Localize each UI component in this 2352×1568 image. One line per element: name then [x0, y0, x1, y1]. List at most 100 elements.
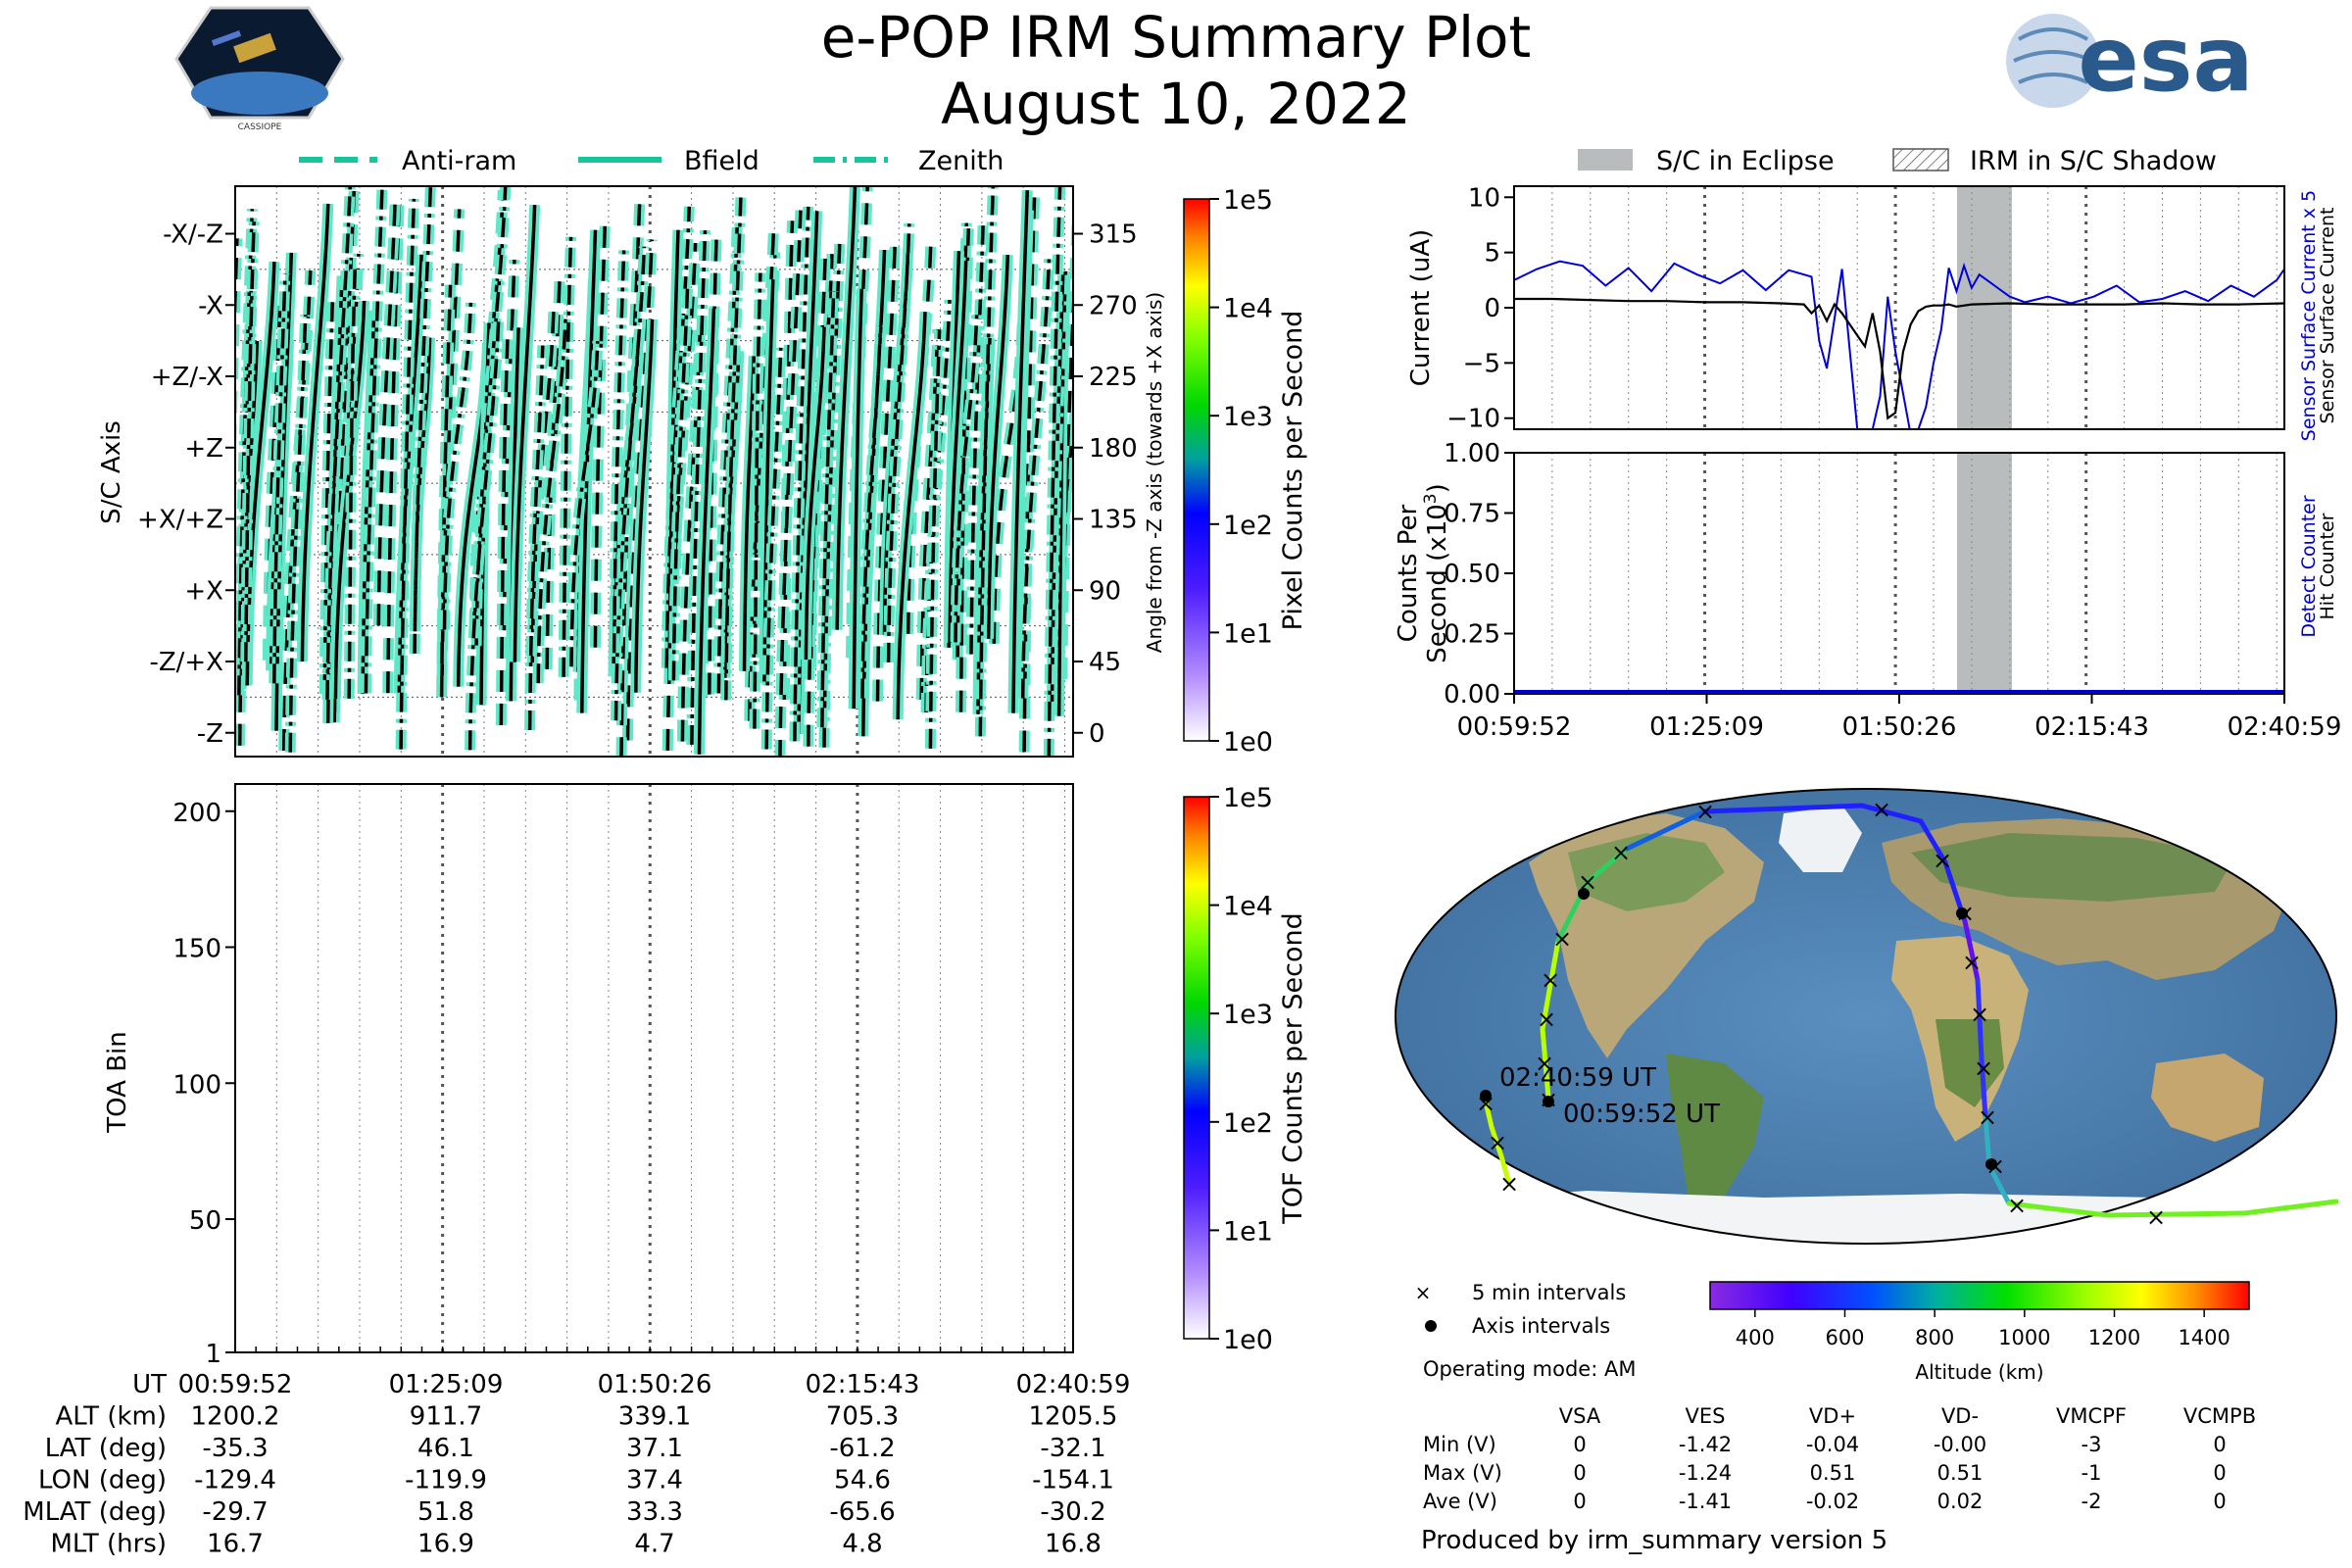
table-cell: 4.8	[842, 1530, 882, 1559]
voltage-cell: -1	[2082, 1461, 2102, 1485]
current-series	[1514, 260, 2284, 429]
five-min-marker: ×	[1541, 966, 1560, 994]
voltage-cell: -1.24	[1679, 1461, 1732, 1485]
current-tick-label: −5	[1463, 349, 1500, 378]
table-cell: -32.1	[1040, 1434, 1105, 1463]
toa-panel: 200 150 100 50 1 TOA Bin	[103, 783, 1074, 1369]
table-row-label: UT	[132, 1370, 167, 1399]
table-cell: -65.6	[829, 1497, 895, 1527]
legend-x-marker: ×	[1415, 1281, 1432, 1304]
voltage-row-label: Ave (V)	[1423, 1490, 1497, 1513]
time-tick-label: 02:15:43	[2034, 712, 2149, 742]
voltage-cell: 0	[1573, 1490, 1586, 1513]
figure-title: e-POP IRM Summary Plot	[821, 4, 1532, 71]
toa-tick-label: 1	[205, 1340, 221, 1369]
table-cell: 02:40:59	[1016, 1370, 1131, 1399]
table-cell: 01:50:26	[598, 1370, 712, 1399]
voltage-cell: 0.51	[1810, 1461, 1856, 1485]
current-y2label-x5: Sensor Surface Current x 5	[2298, 190, 2320, 441]
legend-axis-marker	[1425, 1320, 1437, 1332]
orbit-track-end-segment	[1482, 1097, 1512, 1185]
counts-tick-label: 0.00	[1444, 680, 1500, 710]
table-cell: 37.1	[626, 1434, 683, 1463]
table-cell: 51.8	[417, 1497, 474, 1527]
five-min-marker: ×	[1695, 798, 1715, 825]
counts-ylabel-line2: Second (x103)	[1421, 483, 1452, 663]
colorbar-tick: 1e2	[1223, 1108, 1273, 1139]
pixel-colorbar: 1e5 1e4 1e3 1e2 1e1 1e0 Pixel Counts per Seco…	[1183, 185, 1308, 758]
table-cell: 16.7	[207, 1530, 264, 1559]
eclipse-band-counts	[1957, 453, 2012, 694]
five-min-marker: ×	[1488, 1129, 1507, 1156]
sc-axis-angle-tick: 45	[1089, 648, 1121, 677]
surface-current-line	[1514, 297, 2284, 420]
table-cell: 54.6	[834, 1466, 891, 1495]
table-row-label: MLT (hrs)	[51, 1530, 168, 1559]
colorbar-tick: 1e0	[1223, 727, 1273, 758]
colorbar-tick: 1e4	[1223, 892, 1273, 922]
colorbar-tick: 1e3	[1223, 402, 1273, 432]
table-cell: 1200.2	[191, 1402, 280, 1432]
orbit-track-segment	[1540, 938, 1561, 1032]
toa-tick-label: 150	[172, 935, 221, 964]
table-cell: 02:15:43	[806, 1370, 920, 1399]
voltage-header: VMCPF	[2056, 1404, 2127, 1428]
map-legend: × 5 min intervals Axis intervals Operati…	[1415, 1281, 1637, 1381]
sc-axis-tick-label: +Z	[184, 434, 223, 464]
legend-shadow: IRM in S/C Shadow	[1970, 146, 2217, 176]
orbit-track-segment	[1983, 1114, 1992, 1169]
altitude-tick: 400	[1736, 1326, 1775, 1349]
counts-tick-label: 0.50	[1444, 560, 1500, 589]
cassiope-logo: CASSIOPE	[174, 6, 345, 132]
orbit-track-segment	[1585, 846, 1630, 885]
map-end-label: 02:40:59 UT	[1499, 1063, 1656, 1093]
voltage-cell: -0.04	[1806, 1433, 1859, 1456]
axis-interval-marker	[1956, 907, 1968, 919]
orbit-track: ×××××××××××××××××××××	[1476, 796, 2339, 1231]
voltage-cell: 0	[1573, 1461, 1586, 1485]
toa-ylabel: TOA Bin	[103, 1031, 132, 1133]
mission-logo-label: CASSIOPE	[238, 122, 282, 132]
sc-axis-tick-label: -X	[198, 291, 223, 320]
five-min-marker: ×	[1535, 1050, 1554, 1077]
counts-y2label-detect: Detect Counter	[2298, 495, 2320, 638]
sc-axis-angle-tick: 225	[1089, 363, 1138, 392]
sc-axis-angle-tick: 0	[1089, 719, 1105, 749]
voltage-header: VSA	[1559, 1404, 1601, 1428]
five-min-marker: ×	[1872, 796, 1891, 823]
attitude-trace-zenith	[244, 186, 1062, 757]
colorbar-tick: 1e0	[1223, 1325, 1273, 1355]
five-min-marker: ×	[1499, 1170, 1519, 1198]
operating-mode: Operating mode: AM	[1423, 1357, 1636, 1381]
time-tick-label: 00:59:52	[1457, 712, 1572, 742]
table-cell: -129.4	[194, 1466, 276, 1495]
orbit-track-segment	[1975, 977, 1984, 1061]
table-cell: 16.8	[1045, 1530, 1102, 1559]
altitude-tick: 600	[1825, 1326, 1864, 1349]
tof-colorbar: 1e5 1e4 1e3 1e2 1e1 1e0 TOF Counts per Second	[1183, 783, 1308, 1355]
colorbar-tick: 1e1	[1223, 1216, 1273, 1247]
sc-axis-tick-label: -X/-Z	[163, 220, 223, 250]
eclipse-legend: S/C in Eclipse IRM in S/C Shadow	[1578, 146, 2217, 176]
counts-tick-label: 0.25	[1444, 620, 1500, 650]
sc-axis-y2label: Angle from -Z axis (towards +X axis)	[1143, 292, 1166, 653]
table-cell: 46.1	[417, 1434, 474, 1463]
table-cell: -30.2	[1040, 1497, 1105, 1527]
five-min-marker: ×	[1537, 1005, 1556, 1033]
altitude-tick: 1200	[2088, 1326, 2140, 1349]
sc-axis-angle-tick: 270	[1089, 291, 1138, 320]
table-row-label: MLAT (deg)	[23, 1497, 167, 1527]
current-y2label: Sensor Surface Current	[2317, 208, 2338, 424]
table-row-label: ALT (km)	[55, 1402, 167, 1432]
sc-axis-ylabel: S/C Axis	[97, 420, 126, 524]
five-min-marker: ×	[1962, 949, 1982, 976]
voltage-cell: 0.51	[1937, 1461, 1984, 1485]
orbit-track-segment	[2006, 1200, 2110, 1218]
legend-anti-ram: Anti-ram	[402, 146, 516, 176]
table-cell: 1205.5	[1029, 1402, 1118, 1432]
legend-eclipse: S/C in Eclipse	[1656, 146, 1835, 176]
counts-y2label-hit: Hit Counter	[2317, 513, 2338, 619]
axis-interval-marker	[1578, 888, 1590, 900]
voltage-cell: -1.42	[1679, 1433, 1732, 1456]
